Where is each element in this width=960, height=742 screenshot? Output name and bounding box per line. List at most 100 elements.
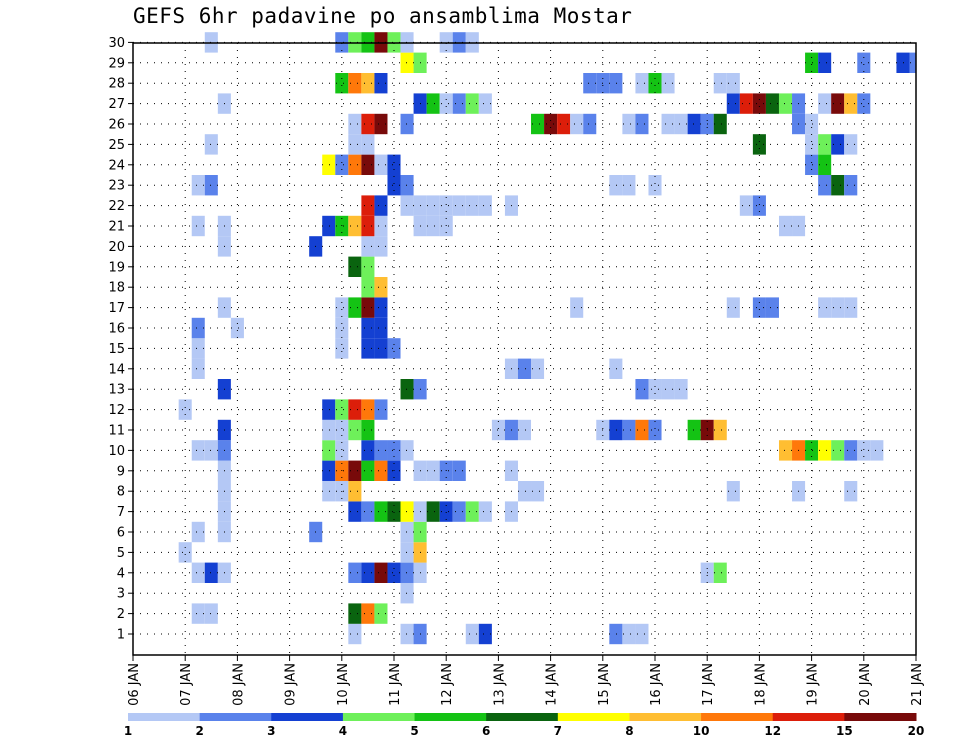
heatmap-cell (635, 623, 649, 645)
heatmap-cell (857, 52, 871, 73)
heatmap-cell (726, 481, 740, 502)
heatmap-cell (374, 440, 388, 461)
heatmap-cell (387, 562, 401, 583)
heatmap-cell (778, 440, 793, 461)
y-tick-label: 30 (108, 36, 125, 51)
heatmap-cell (191, 603, 205, 624)
colorbar-label: 12 (764, 724, 781, 738)
heatmap-cell (648, 379, 662, 400)
heatmap-cell (452, 460, 466, 481)
colorbar-label: 4 (339, 724, 347, 738)
heatmap-cell (348, 603, 362, 624)
heatmap-cell (818, 175, 832, 196)
heatmap-cell (713, 419, 727, 441)
x-tick-label: 07 JAN (179, 663, 194, 706)
heatmap-cell (648, 419, 662, 441)
heatmap-cell (178, 542, 192, 563)
heatmap-cell (348, 419, 362, 441)
colorbar-segment (271, 713, 344, 721)
heatmap-cell (844, 93, 858, 114)
heatmap-cell (387, 440, 401, 461)
heatmap-cell (348, 399, 362, 420)
colorbar-label: 2 (195, 724, 203, 738)
heatmap-cell (517, 358, 532, 379)
y-tick-label: 24 (108, 158, 125, 173)
heatmap-cell (361, 73, 375, 94)
heatmap-cell (374, 338, 388, 359)
heatmap-cell (531, 358, 545, 379)
x-tick-label: 19 JAN (806, 663, 821, 706)
heatmap-cell (609, 73, 623, 94)
heatmap-cell (374, 460, 388, 481)
heatmap-cell (478, 195, 492, 216)
x-axis: 06 JAN 07 JAN 08 JAN 09 JAN 10 JAN 11 JAN 12 J… (127, 655, 925, 706)
heatmap-cell (374, 297, 388, 318)
y-tick-label: 23 (108, 179, 125, 194)
heatmap-cell (570, 297, 584, 318)
heatmap-cell (635, 379, 649, 400)
y-tick-label: 20 (108, 240, 125, 255)
chart-title: GEFS 6hr padavine po ansamblima Mostar (133, 4, 633, 28)
heatmap-cell (805, 52, 819, 73)
heatmap-cell (687, 419, 701, 441)
heatmap-cell (322, 154, 336, 175)
heatmap-cell (726, 297, 740, 318)
heatmap-cell (896, 52, 910, 73)
heatmap-cell (400, 440, 414, 461)
heatmap-cell (622, 175, 636, 196)
heatmap-cell (374, 236, 388, 257)
heatmap-cell (191, 358, 205, 379)
heatmap-cell (204, 440, 218, 461)
colorbar-label: 1 (124, 724, 132, 738)
heatmap-cell (426, 460, 440, 481)
x-tick-label: 18 JAN (753, 663, 768, 706)
y-tick-label: 9 (117, 464, 125, 479)
heatmap-cell (609, 623, 623, 645)
heatmap-cell (439, 93, 453, 114)
heatmap-cell (361, 338, 375, 359)
colorbar-label: 20 (908, 724, 925, 738)
heatmap-cell (191, 440, 205, 461)
heatmap-cell (844, 297, 858, 318)
heatmap-cell (687, 113, 701, 135)
heatmap-cell (844, 175, 858, 196)
y-tick-label: 28 (108, 77, 125, 92)
colorbar-segment (629, 713, 702, 721)
heatmap-cell (361, 317, 375, 339)
heatmap-cell (765, 297, 779, 318)
x-tick-label: 13 JAN (492, 663, 507, 706)
x-tick-label: 11 JAN (388, 663, 403, 706)
heatmap-cell (857, 440, 871, 461)
heatmap-cell (622, 419, 636, 441)
heatmap-cell (726, 93, 740, 114)
heatmap-cell (439, 501, 453, 522)
heatmap-cell (831, 134, 845, 155)
heatmap-cell (400, 623, 414, 645)
heatmap-cell (361, 440, 375, 461)
heatmap-cell (778, 93, 793, 114)
heatmap-cell (752, 134, 766, 155)
y-tick-label: 6 (117, 526, 125, 541)
heatmap-cell (374, 317, 388, 339)
heatmap-cell (805, 134, 819, 155)
heatmap-cell (661, 379, 675, 400)
heatmap-cell (322, 440, 336, 461)
heatmap-cell (348, 623, 362, 645)
heatmap-cell (361, 399, 375, 420)
heatmap-cell (426, 195, 440, 216)
heatmap-cell (374, 501, 388, 522)
heatmap-cell (765, 93, 779, 114)
heatmap-cell (752, 93, 766, 114)
heatmap-cell (609, 175, 623, 196)
heatmap-cell (400, 113, 414, 135)
heatmap-cell (204, 603, 218, 624)
heatmap-cell (191, 338, 205, 359)
heatmap-cell (909, 52, 916, 73)
heatmap-cell (387, 175, 401, 196)
heatmap-cell (335, 419, 349, 441)
heatmap-cell (400, 175, 414, 196)
y-tick-label: 12 (108, 403, 125, 418)
heatmap-cell (322, 215, 336, 237)
heatmap-cell (322, 481, 336, 502)
y-tick-label: 21 (108, 220, 125, 235)
